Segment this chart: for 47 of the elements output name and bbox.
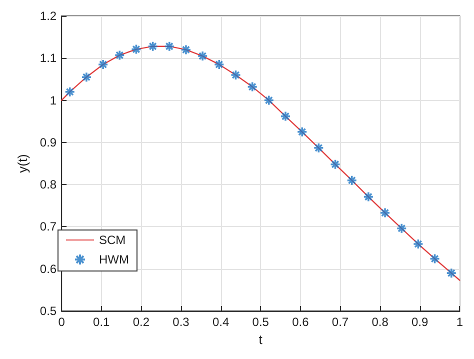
point bbox=[446, 268, 457, 278]
x-tick-label: 0.3 bbox=[172, 315, 190, 329]
point bbox=[64, 86, 76, 98]
point bbox=[214, 59, 225, 70]
point bbox=[280, 110, 291, 122]
y-tick-label: 0.6 bbox=[40, 262, 57, 276]
y-tick-label: 0.5 bbox=[40, 304, 57, 318]
y-tick-label: 1.2 bbox=[40, 9, 57, 23]
x-tick-label: 0.9 bbox=[412, 315, 429, 329]
point bbox=[296, 126, 308, 138]
x-tick-label: 0.8 bbox=[372, 315, 389, 329]
point bbox=[130, 44, 142, 55]
x-tick-label: 0.6 bbox=[292, 315, 310, 329]
point bbox=[313, 142, 324, 154]
point bbox=[180, 44, 192, 56]
x-tick-label: 0.7 bbox=[332, 315, 349, 329]
y-axis-title: y(t) bbox=[15, 154, 30, 173]
point bbox=[363, 191, 374, 202]
point bbox=[114, 50, 126, 61]
point bbox=[346, 174, 358, 186]
point bbox=[81, 72, 92, 83]
y-tick-label: 0.9 bbox=[40, 135, 57, 150]
point bbox=[147, 40, 158, 52]
point bbox=[164, 40, 175, 52]
x-tick-label: 0.4 bbox=[212, 315, 230, 329]
x-tick-label: 0.1 bbox=[93, 315, 110, 329]
legend-label: HWM bbox=[99, 252, 129, 266]
x-tick-label: 0 bbox=[58, 315, 66, 329]
point bbox=[246, 81, 258, 92]
point bbox=[396, 223, 408, 234]
x-axis-title: t bbox=[258, 332, 263, 347]
point bbox=[412, 238, 424, 250]
legend-label: SCM bbox=[99, 233, 126, 247]
point bbox=[264, 94, 274, 106]
point bbox=[330, 158, 341, 170]
point bbox=[98, 59, 108, 70]
point bbox=[230, 70, 242, 80]
point bbox=[197, 50, 208, 62]
x-tick-label: 0.2 bbox=[132, 315, 150, 329]
y-tick-label: 0.8 bbox=[40, 178, 57, 192]
y-tick-label: 0.7 bbox=[40, 220, 57, 234]
point bbox=[380, 207, 390, 218]
y-tick-label: 1 bbox=[50, 93, 57, 108]
y-tick-label: 1.1 bbox=[40, 51, 57, 66]
x-tick-label: 0.5 bbox=[252, 315, 270, 329]
point bbox=[429, 253, 440, 264]
x-tick-label: 1 bbox=[456, 315, 464, 329]
